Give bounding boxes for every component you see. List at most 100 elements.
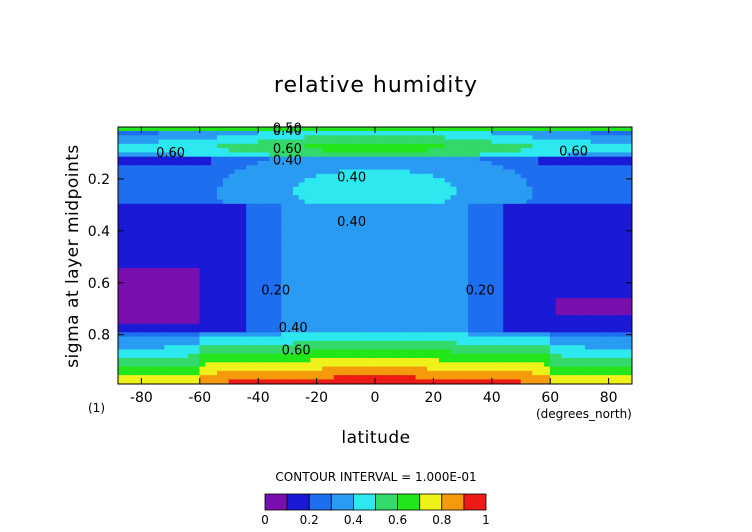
contour-cell xyxy=(415,349,423,355)
contour-cell xyxy=(526,250,534,256)
contour-cell xyxy=(129,362,136,368)
contour-cell xyxy=(450,246,458,252)
contour-cell xyxy=(544,238,551,243)
contour-cell xyxy=(579,336,586,342)
contour-cell xyxy=(333,160,341,166)
contour-cell xyxy=(287,263,294,269)
contour-cell xyxy=(450,310,458,316)
contour-cell xyxy=(211,366,218,372)
contour-cell xyxy=(584,375,592,381)
contour-cell xyxy=(456,259,463,265)
contour-cell xyxy=(287,328,294,333)
contour-cell xyxy=(438,362,446,368)
contour-cell xyxy=(275,178,282,183)
contour-cell xyxy=(468,127,475,132)
contour-cell xyxy=(327,135,335,141)
contour-cell xyxy=(176,169,183,175)
contour-cell xyxy=(503,375,510,381)
contour-cell xyxy=(374,186,382,192)
contour-cell xyxy=(275,246,282,252)
contour-cell xyxy=(327,229,335,235)
contour-cell xyxy=(252,186,259,192)
contour-cell xyxy=(199,250,206,256)
contour-cell xyxy=(310,238,317,243)
contour-cell xyxy=(269,315,277,321)
contour-cell xyxy=(193,319,201,325)
contour-cell xyxy=(345,229,352,235)
contour-cell xyxy=(263,229,271,235)
contour-cell xyxy=(427,156,434,162)
contour-cell xyxy=(263,263,271,269)
contour-cell xyxy=(222,310,230,316)
contour-cell xyxy=(135,276,142,282)
contour-cell xyxy=(216,285,224,291)
contour-cell xyxy=(333,212,341,218)
contour-cell xyxy=(363,225,370,231)
contour-cell xyxy=(374,323,382,329)
contour-cell xyxy=(152,323,160,329)
contour-cell xyxy=(240,165,247,171)
contour-cell xyxy=(158,212,166,218)
contour-cell xyxy=(462,306,469,312)
contour-cell xyxy=(561,255,569,261)
contour-cell xyxy=(468,280,475,286)
contour-cell xyxy=(409,242,417,248)
contour-cell xyxy=(403,268,411,273)
contour-cell xyxy=(567,127,574,132)
contour-cell xyxy=(479,276,487,282)
contour-cell xyxy=(450,293,458,299)
contour-cell xyxy=(473,203,481,209)
contour-cell xyxy=(246,220,253,226)
contour-cell xyxy=(146,319,154,325)
contour-cell xyxy=(538,336,545,342)
contour-cell xyxy=(310,319,317,325)
contour-cell xyxy=(164,298,171,303)
contour-cell xyxy=(509,259,516,265)
contour-cell xyxy=(567,130,574,136)
contour-cell xyxy=(205,186,212,192)
contour-cell xyxy=(310,225,317,231)
contour-cell xyxy=(509,358,516,363)
contour-cell xyxy=(327,323,335,329)
contour-cell xyxy=(444,276,452,282)
contour-cell xyxy=(240,238,247,243)
contour-cell xyxy=(158,169,166,175)
contour-cell xyxy=(292,242,300,248)
contour-cell xyxy=(252,280,259,286)
contour-cell xyxy=(509,366,516,372)
contour-cell xyxy=(327,315,335,321)
contour-cell xyxy=(368,306,376,312)
contour-cell xyxy=(146,268,154,273)
contour-cell xyxy=(520,229,528,235)
contour-cell xyxy=(269,169,277,175)
contour-cell xyxy=(211,148,218,153)
contour-cell xyxy=(363,353,370,359)
contour-cell xyxy=(491,148,498,153)
contour-cell xyxy=(444,345,452,351)
contour-cell xyxy=(427,250,434,256)
contour-cell xyxy=(141,272,148,278)
contour-cell xyxy=(333,306,341,312)
contour-cell xyxy=(164,173,171,179)
contour-cell xyxy=(216,323,224,329)
contour-cell xyxy=(146,143,154,149)
contour-cell xyxy=(234,340,241,346)
contour-cell xyxy=(146,160,154,166)
contour-cell xyxy=(310,285,317,291)
contour-cell xyxy=(538,255,545,261)
contour-cell xyxy=(433,216,440,222)
contour-cell xyxy=(567,238,574,243)
contour-cell xyxy=(287,165,294,171)
contour-cell xyxy=(561,310,569,316)
contour-cell xyxy=(421,263,428,269)
contour-cell xyxy=(141,169,148,175)
contour-cell xyxy=(526,366,534,372)
contour-cell xyxy=(234,212,241,218)
contour-cell xyxy=(211,152,218,158)
contour-cell xyxy=(211,233,218,239)
contour-cell xyxy=(386,127,393,132)
contour-cell xyxy=(549,323,557,329)
contour-cell xyxy=(316,199,323,205)
contour-cell xyxy=(520,358,528,363)
contour-cell xyxy=(579,259,586,265)
